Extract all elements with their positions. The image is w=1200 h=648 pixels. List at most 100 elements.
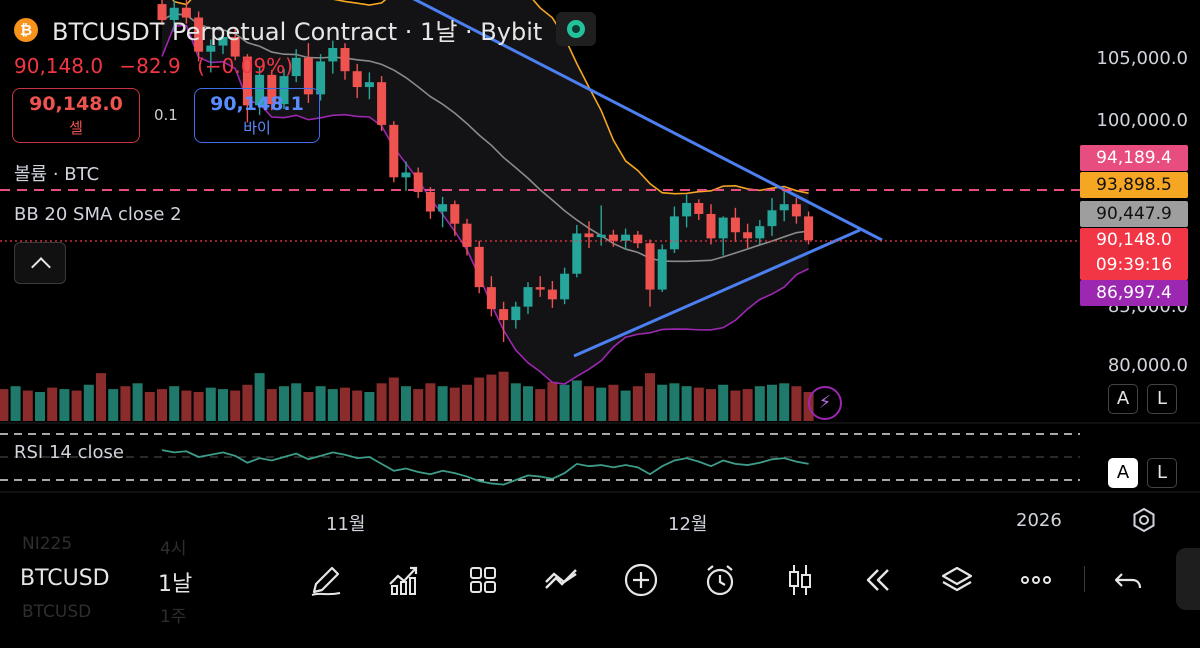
- more-icon[interactable]: [1016, 560, 1056, 600]
- volume-bar: [779, 383, 790, 421]
- candle-body: [608, 234, 618, 241]
- volume-bar: [681, 386, 692, 421]
- price-change-percent: (−0.09%): [197, 54, 293, 78]
- rsi-auto-scale-button[interactable]: A: [1108, 458, 1138, 488]
- indicators-icon[interactable]: [384, 560, 424, 600]
- toolbar-separator: [1084, 566, 1085, 592]
- alert-icon[interactable]: [700, 560, 740, 600]
- symbol-title[interactable]: BTCUSDT Perpetual Contract · 1날 · Bybit: [52, 18, 543, 46]
- candle-body: [584, 233, 594, 238]
- toolbar-overflow-handle[interactable]: [1176, 548, 1200, 610]
- layers-icon[interactable]: [937, 560, 977, 600]
- volume-bar: [47, 387, 58, 421]
- price-chart[interactable]: [0, 0, 1200, 540]
- volume-bar: [791, 386, 802, 421]
- bitcoin-icon: ₿: [14, 18, 38, 42]
- volume-bar: [742, 389, 753, 421]
- volume-bar: [132, 383, 143, 421]
- volume-bar: [767, 384, 777, 421]
- candle-body: [596, 234, 606, 238]
- candle-body: [230, 37, 240, 57]
- volume-bar: [364, 392, 375, 421]
- draw-icon[interactable]: [306, 560, 346, 600]
- volume-bar: [242, 384, 253, 421]
- chart-type-icon[interactable]: [780, 560, 820, 600]
- auto-scale-button[interactable]: A: [1108, 384, 1138, 414]
- volume-bar: [645, 373, 655, 421]
- volume-bar: [498, 371, 509, 421]
- triangle-trendlines: [412, 0, 883, 358]
- candle-body: [767, 210, 777, 227]
- candle-body: [621, 234, 631, 241]
- toolbar-symbol[interactable]: BTCUSD: [20, 566, 110, 591]
- rsi-line: [161, 449, 809, 486]
- volume-bar: [486, 374, 497, 421]
- candle-body: [633, 234, 643, 244]
- candle-body: [535, 287, 545, 290]
- volume-bar: [413, 389, 424, 421]
- market-live-icon: [556, 12, 596, 46]
- templates-icon[interactable]: [463, 560, 503, 600]
- buy-button[interactable]: 90,148.1 바이: [194, 88, 320, 143]
- sell-price: 90,148.0: [29, 93, 123, 115]
- price-level-lines: [0, 189, 1080, 242]
- background-list-name: BTCUSD: [22, 602, 92, 622]
- bb-legend[interactable]: BB 20 SMA close 2: [14, 204, 182, 225]
- candle-body: [267, 74, 277, 105]
- price-change: −82.9: [119, 54, 181, 78]
- bottom-toolbar: [0, 540, 1200, 648]
- volume-bar: [571, 380, 582, 421]
- candle-body: [352, 71, 362, 88]
- rsi-log-scale-button[interactable]: L: [1147, 458, 1177, 488]
- price-summary: 90,148.0 −82.9 (−0.09%): [14, 54, 303, 78]
- volume-bar: [22, 390, 33, 421]
- volume-legend[interactable]: 볼륨 · BTC: [14, 164, 100, 185]
- volume-bar: [144, 392, 155, 421]
- chart-settings-icon[interactable]: [1130, 506, 1158, 534]
- lightning-icon[interactable]: ⚡: [808, 386, 842, 420]
- collapse-legend-button[interactable]: [14, 242, 66, 284]
- volume-bar: [279, 386, 289, 421]
- bb-lower-tag: 86,997.4: [1080, 280, 1188, 306]
- volume-bar: [608, 384, 619, 421]
- volume-bar: [547, 381, 558, 421]
- volume-bar: [205, 387, 216, 421]
- volume-bar: [401, 386, 411, 421]
- toolbar-interval[interactable]: 1날: [158, 572, 193, 597]
- candle-body: [389, 124, 399, 178]
- volume-bar: [425, 383, 436, 421]
- add-icon[interactable]: [621, 560, 661, 600]
- candle-body: [755, 226, 765, 239]
- candle-body: [255, 74, 265, 106]
- rsi-legend[interactable]: RSI 14 close: [14, 442, 124, 463]
- volume-bar: [584, 386, 594, 421]
- log-scale-button[interactable]: L: [1147, 384, 1177, 414]
- volume-bar: [559, 384, 570, 421]
- volume-bar: [340, 387, 350, 421]
- volume-bar: [96, 373, 106, 421]
- candle-body: [804, 216, 814, 241]
- volume-bar: [657, 384, 668, 421]
- volume-bar: [669, 383, 680, 421]
- compare-icon[interactable]: [542, 560, 582, 600]
- candle-body: [645, 243, 655, 290]
- volume-bar: [449, 387, 460, 421]
- bb-lower-line: [161, 24, 809, 385]
- candle-body: [511, 306, 521, 321]
- chart-grid: [0, 422, 1200, 493]
- volume-bar: [474, 377, 485, 421]
- sell-button[interactable]: 90,148.0 셀: [12, 88, 140, 143]
- replay-icon[interactable]: [858, 560, 898, 600]
- volume-bar: [315, 386, 326, 421]
- volume-bar: [0, 389, 9, 421]
- sell-label: 셀: [69, 119, 83, 137]
- undo-icon[interactable]: [1108, 560, 1148, 600]
- volume-bar: [254, 373, 265, 421]
- volume-bar: [754, 386, 765, 421]
- volume-bar: [59, 389, 70, 421]
- volume-bar: [218, 389, 228, 421]
- volume-bar: [181, 390, 192, 421]
- background-list-value: 4시: [160, 539, 187, 559]
- volume-bar: [523, 386, 533, 421]
- buy-label: 바이: [243, 119, 271, 137]
